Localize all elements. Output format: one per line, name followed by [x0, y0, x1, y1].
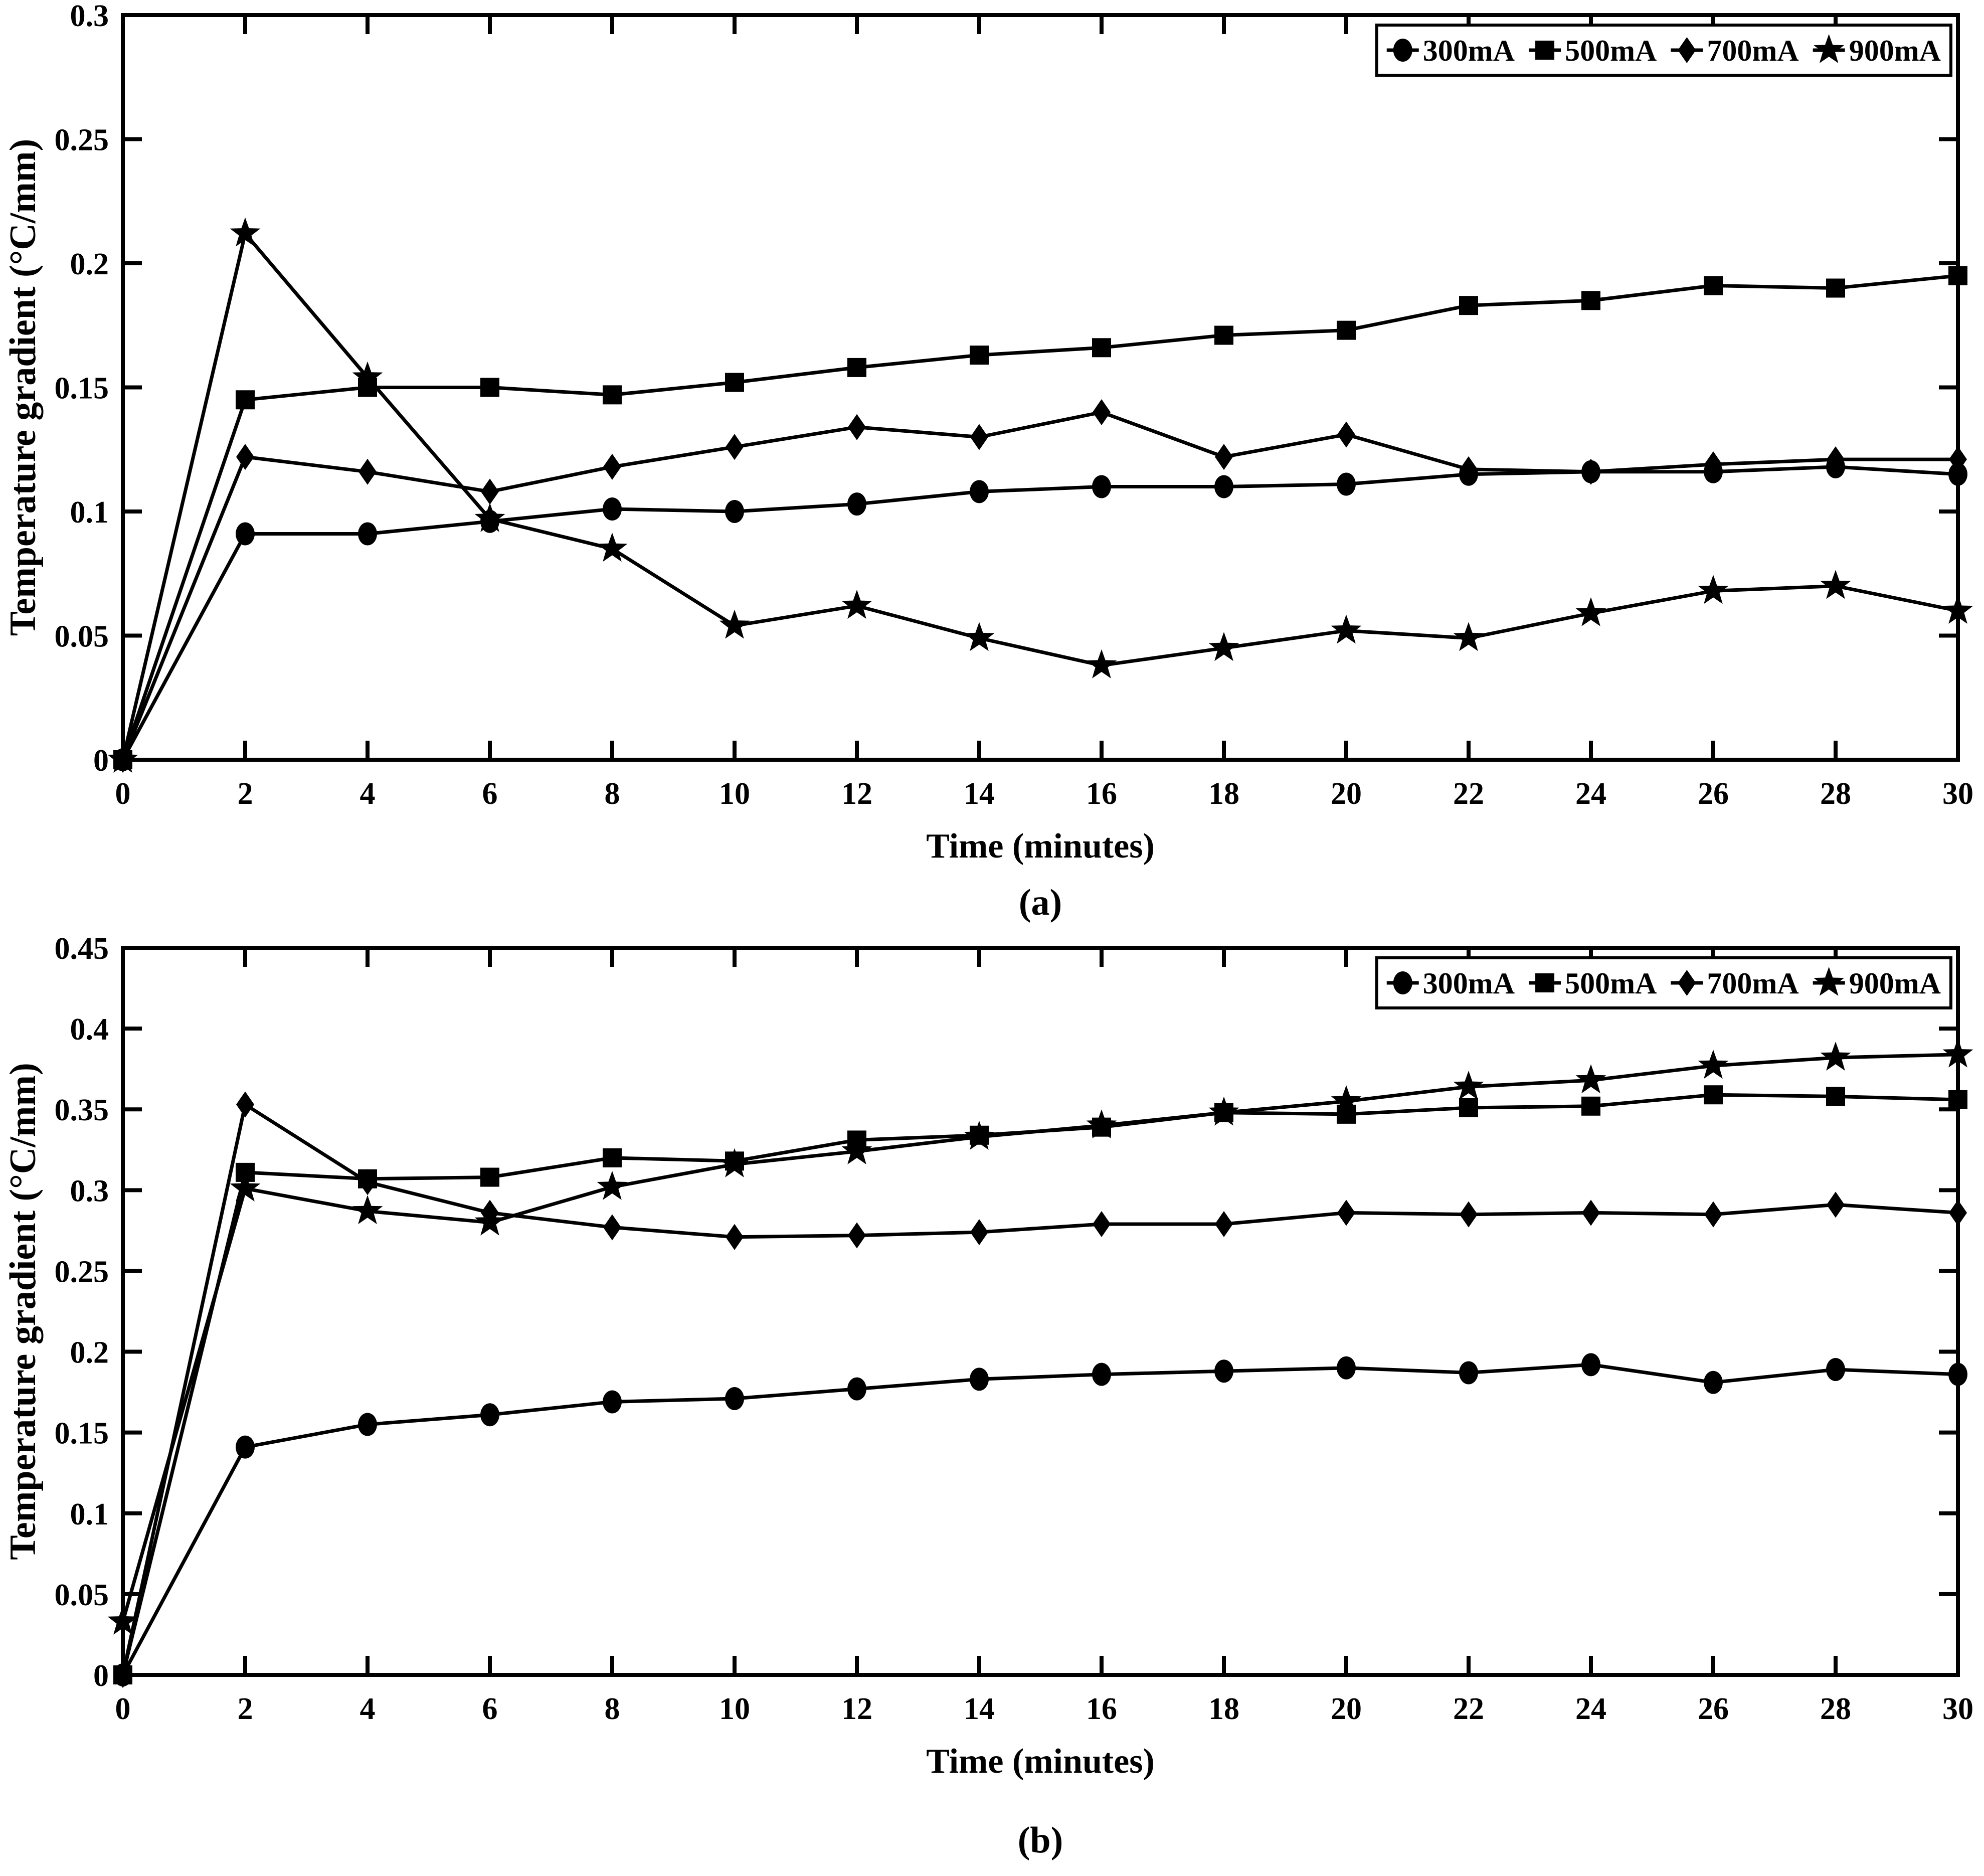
svg-text:Time (minutes): Time (minutes) [926, 1742, 1155, 1781]
svg-text:0.1: 0.1 [70, 1497, 109, 1531]
svg-text:26: 26 [1698, 1692, 1729, 1726]
svg-text:10: 10 [719, 1692, 750, 1726]
svg-text:500mA: 500mA [1565, 967, 1657, 1000]
svg-text:30: 30 [1942, 1692, 1973, 1726]
svg-text:14: 14 [964, 777, 995, 811]
svg-text:4: 4 [360, 777, 376, 811]
svg-text:0.05: 0.05 [55, 1578, 109, 1612]
svg-text:500mA: 500mA [1565, 34, 1657, 67]
svg-text:900mA: 900mA [1849, 967, 1941, 1000]
svg-text:28: 28 [1820, 1692, 1851, 1726]
svg-text:2: 2 [238, 777, 253, 811]
svg-text:0.25: 0.25 [55, 123, 109, 157]
svg-text:0: 0 [115, 1692, 131, 1726]
svg-text:12: 12 [841, 777, 872, 811]
svg-text:0.05: 0.05 [55, 620, 109, 654]
svg-text:0.4: 0.4 [70, 1012, 109, 1047]
svg-text:0.2: 0.2 [70, 1336, 109, 1370]
svg-text:8: 8 [605, 1692, 620, 1726]
svg-text:Temperature gradient (°C/mm): Temperature gradient (°C/mm) [3, 1063, 44, 1560]
svg-text:26: 26 [1698, 777, 1729, 811]
svg-text:700mA: 700mA [1707, 967, 1798, 1000]
svg-text:700mA: 700mA [1707, 34, 1798, 67]
svg-text:0: 0 [93, 1659, 109, 1693]
panel-a-chart-canvas: 0 2 4 6 8 10 12 14 16 18 20 22 24 26 28 3000.050.10.150… [3, 0, 1973, 866]
svg-text:18: 18 [1208, 777, 1239, 811]
svg-text:16: 16 [1086, 777, 1117, 811]
svg-text:16: 16 [1086, 1692, 1117, 1726]
legend: 300mA 500mA 700mA 900mA [1386, 967, 1941, 1000]
svg-text:0.15: 0.15 [55, 372, 109, 406]
svg-text:4: 4 [360, 1692, 376, 1726]
legend-box [1375, 956, 1952, 1009]
svg-text:14: 14 [964, 1692, 995, 1726]
panel-b-chart-canvas: 0 2 4 6 8 10 12 14 16 18 20 22 24 26 28 3000.050.10.150… [3, 938, 1973, 1781]
svg-text:24: 24 [1575, 1692, 1606, 1726]
svg-text:22: 22 [1453, 777, 1484, 811]
svg-text:0: 0 [115, 777, 131, 811]
svg-text:0: 0 [93, 744, 109, 778]
svg-text:0.15: 0.15 [55, 1417, 109, 1451]
svg-text:24: 24 [1575, 777, 1606, 811]
svg-text:12: 12 [841, 1692, 872, 1726]
svg-text:0.2: 0.2 [70, 247, 109, 281]
svg-text:22: 22 [1453, 1692, 1484, 1726]
svg-text:0.3: 0.3 [70, 0, 109, 33]
svg-text:28: 28 [1820, 777, 1851, 811]
legend: 300mA 500mA 700mA 900mA [1386, 34, 1941, 67]
svg-text:20: 20 [1331, 777, 1362, 811]
svg-text:8: 8 [605, 777, 620, 811]
svg-text:6: 6 [482, 777, 498, 811]
svg-text:300mA: 300mA [1423, 967, 1515, 1000]
svg-text:0.1: 0.1 [70, 495, 109, 530]
panel-b-caption: (b) [1017, 1820, 1063, 1861]
svg-text:0.25: 0.25 [55, 1255, 109, 1289]
panel-a-caption: (a) [1018, 882, 1062, 923]
svg-text:300mA: 300mA [1423, 34, 1515, 67]
panel-a: 0 2 4 6 8 10 12 14 16 18 20 22 24 26 28 30 0 0.05 0.1 0.15 0… [3, 0, 1973, 923]
panel-b: 0 2 4 6 8 10 12 14 16 18 20 22 24 26 28 30 0 0.05 0.1 0.15 0… [0, 938, 1984, 1876]
svg-text:0.35: 0.35 [55, 1093, 109, 1127]
svg-text:18: 18 [1208, 1692, 1239, 1726]
svg-text:20: 20 [1331, 1692, 1362, 1726]
svg-text:Time (minutes): Time (minutes) [926, 827, 1155, 866]
svg-text:0.3: 0.3 [70, 1174, 109, 1208]
svg-text:6: 6 [482, 1692, 498, 1726]
svg-text:900mA: 900mA [1849, 34, 1941, 67]
svg-text:2: 2 [238, 1692, 253, 1726]
svg-text:0.45: 0.45 [55, 938, 109, 966]
svg-text:Temperature gradient (°C/mm): Temperature gradient (°C/mm) [3, 139, 44, 636]
svg-text:30: 30 [1942, 777, 1973, 811]
legend-box [1375, 24, 1952, 77]
svg-text:10: 10 [719, 777, 750, 811]
